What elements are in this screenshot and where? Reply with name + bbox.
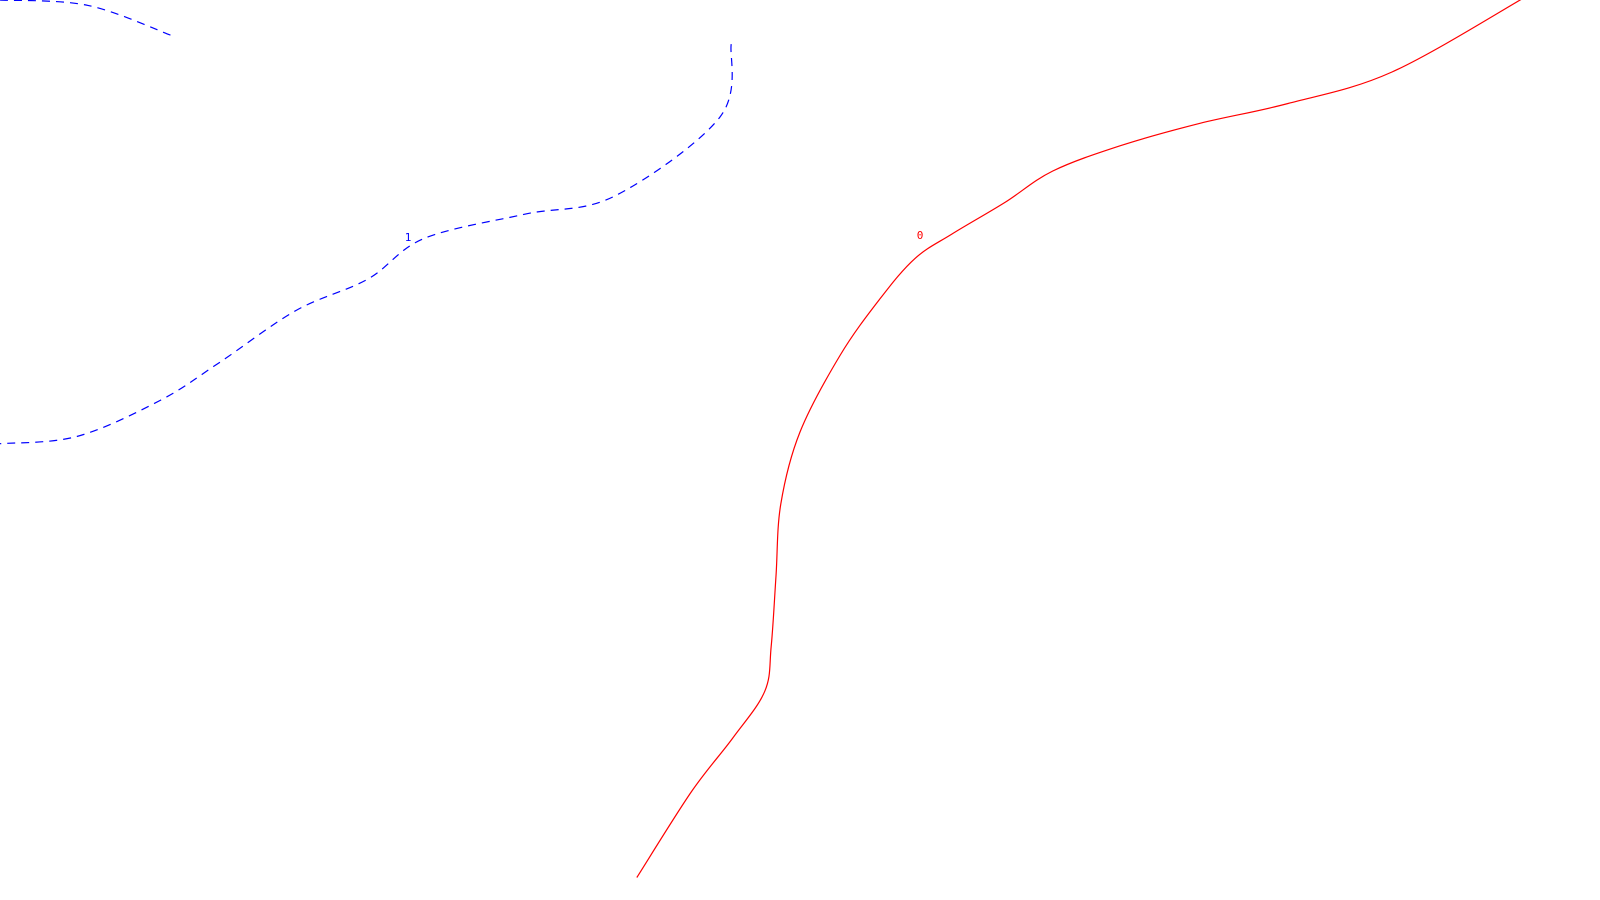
contour-label-bg-contour-1 bbox=[402, 231, 414, 243]
series-contour-0: 0 bbox=[636, 0, 1522, 878]
series-contour-1: 1 bbox=[0, 0, 733, 445]
contour-line-contour-1-seg-0 bbox=[0, 0, 174, 37]
contour-line-contour-1-seg-1 bbox=[0, 44, 733, 445]
contour-label-contour-0: 0 bbox=[917, 229, 924, 242]
contour-label-bg-contour-0 bbox=[914, 229, 926, 241]
contour-line-contour-0-seg-0 bbox=[636, 0, 1522, 878]
contour-label-contour-1: 1 bbox=[405, 231, 412, 244]
